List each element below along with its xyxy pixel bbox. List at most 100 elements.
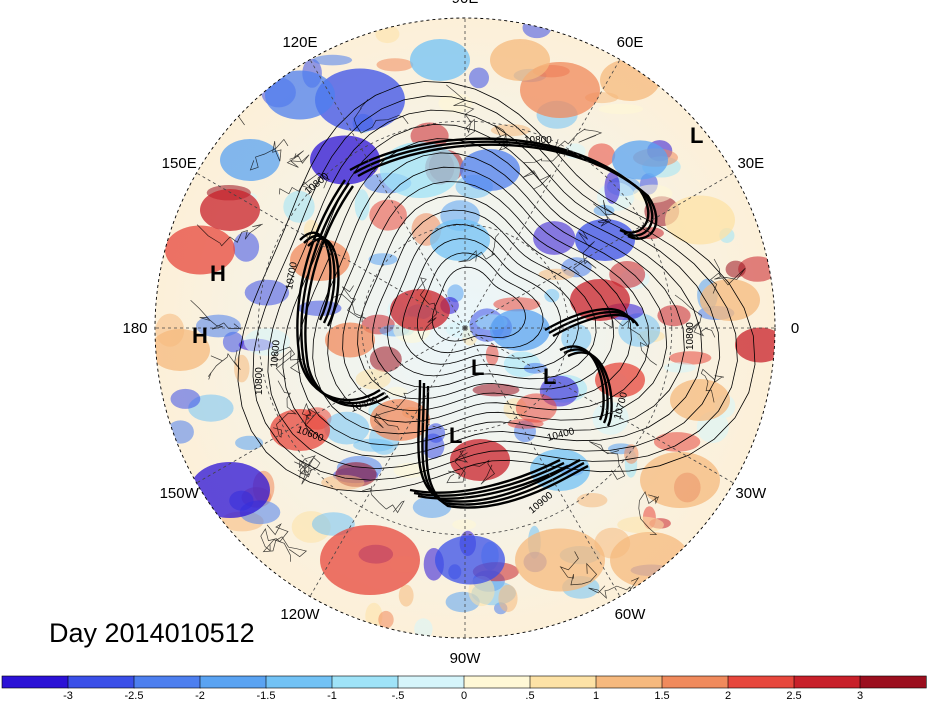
colorbar-tick-label: -2 [195, 690, 205, 702]
colorbar-tick-label: 3 [857, 690, 863, 702]
coastline [700, 368, 724, 403]
jet-contour [552, 313, 640, 338]
longitude-label: 150W [160, 485, 200, 502]
coastline [207, 350, 241, 380]
anomaly-cell [493, 297, 541, 312]
anomaly-cell [235, 435, 264, 450]
contour-label: 10800 [685, 322, 696, 350]
anomaly-cell [498, 584, 518, 613]
coastline [353, 99, 409, 134]
colorbar-tick-label: -2.5 [125, 690, 144, 702]
day-label: Day 2014010512 [49, 618, 255, 648]
anomaly-cell [618, 313, 661, 347]
anomaly-cell [166, 420, 194, 444]
anomaly-cell [657, 305, 691, 327]
anomaly-cell [325, 322, 375, 358]
anomaly-cell [430, 219, 490, 261]
longitude-label: 30W [735, 485, 767, 502]
height-contour [252, 95, 738, 481]
jet-contour [425, 385, 589, 509]
high-label: H [210, 261, 226, 286]
coastline [553, 128, 603, 151]
coastline [458, 233, 500, 263]
jet-contour [299, 231, 332, 321]
anomaly-cell [610, 532, 690, 588]
colorbar-tick-label: -1.5 [257, 690, 276, 702]
longitude-label: 90E [452, 0, 479, 7]
coastline [686, 554, 717, 591]
anomaly-cell [315, 68, 405, 132]
longitude-label: 150E [162, 155, 197, 172]
colorbar-swatch [595, 675, 663, 689]
anomaly-cell [490, 124, 531, 137]
jet-contour [409, 458, 561, 494]
colorbar-swatch [199, 675, 267, 689]
colorbar-swatch [1, 675, 69, 689]
height-contour [312, 152, 668, 435]
colorbar-tick-label: -3 [63, 690, 73, 702]
colorbar-swatch [463, 675, 531, 689]
colorbar-tick-label: 1.5 [654, 690, 669, 702]
anomaly-cell [190, 462, 270, 518]
anomaly-cell [544, 288, 560, 303]
colorbar-tick-label: .5 [525, 690, 534, 702]
anomaly-cell [735, 327, 775, 363]
coastline [448, 459, 495, 485]
coastline [638, 491, 660, 536]
coastline [416, 277, 438, 340]
anomaly-cell [354, 189, 370, 221]
longitude-label: 30E [737, 155, 764, 172]
anomaly-cell [612, 140, 668, 180]
anomaly-cell [665, 195, 735, 245]
coastline [249, 138, 289, 171]
coastline [603, 315, 658, 366]
longitude-labels: 90E 60E 30E 0 30W 60W 90W 120W 150W 180 150E 120E [122, 0, 799, 667]
map-boundary [154, 17, 776, 639]
anomaly-cell [435, 535, 505, 585]
anomaly-cell [522, 18, 552, 39]
anomaly-cell [576, 493, 608, 508]
anomaly-cell [609, 261, 646, 288]
jet-contour [559, 345, 605, 421]
anomaly-cell [410, 39, 470, 81]
coastline [494, 124, 511, 151]
colorbar-swatch [133, 675, 201, 689]
anomaly-cell [669, 351, 712, 365]
coastline [589, 441, 626, 480]
anomaly-cell [244, 279, 290, 306]
jet-contour [357, 143, 658, 240]
coastline [301, 402, 317, 437]
jet-contour [413, 461, 565, 497]
coastline [593, 200, 617, 227]
meridian-line [196, 172, 466, 329]
colorbar-swatch [661, 675, 729, 689]
colorbar-swatch [265, 675, 333, 689]
meridian-line [309, 59, 466, 329]
anomaly-cell [738, 256, 775, 282]
longitude-label: 60E [617, 34, 644, 51]
coastline [710, 258, 746, 294]
jet-contour [304, 185, 389, 408]
height-contours [237, 81, 756, 509]
anomaly-cell [485, 344, 499, 366]
anomaly-cell [283, 190, 315, 223]
anomaly-cell [311, 512, 355, 536]
anomaly-cell [653, 432, 701, 452]
anomaly-cell [515, 528, 605, 592]
anomaly-cell [234, 354, 250, 383]
anomaly-cell [312, 54, 353, 66]
anomaly-cell [670, 379, 730, 421]
anomaly-cell [460, 149, 520, 191]
anomaly-cell [376, 58, 414, 72]
meridian-line [464, 59, 621, 329]
contour-label: 10800 [269, 339, 282, 368]
anomaly-cell [664, 362, 696, 373]
height-contour [282, 123, 703, 458]
coastline [271, 346, 304, 380]
graticule [155, 18, 775, 638]
colorbar-swatch [793, 675, 861, 689]
coastline [286, 150, 310, 168]
coastline [262, 536, 308, 562]
anomaly-cell [617, 516, 664, 534]
anomaly-cell [155, 329, 210, 371]
